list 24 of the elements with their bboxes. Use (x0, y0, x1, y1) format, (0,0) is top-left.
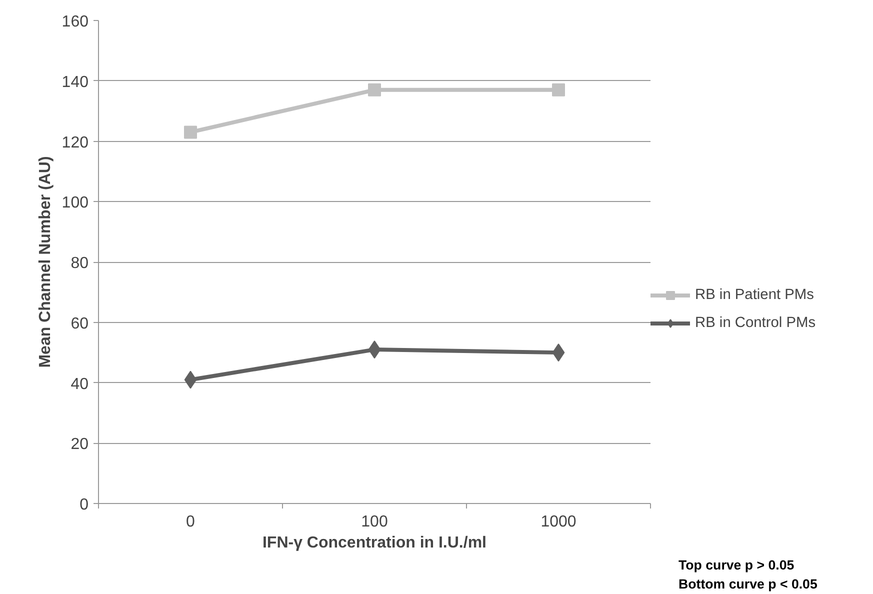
legend-label: RB in Patient PMs (695, 287, 814, 303)
point (184, 126, 197, 139)
text: Top curve p > 0.05 (678, 558, 795, 572)
y-tick-label: 160 (62, 14, 89, 30)
point (368, 83, 381, 96)
y-tick-label: 60 (70, 315, 89, 332)
point (184, 370, 197, 389)
point (368, 340, 381, 359)
y-tick-label: 40 (70, 376, 89, 393)
y-tick-label: 100 (62, 194, 89, 212)
point (552, 83, 565, 96)
y-tick-label: 20 (70, 436, 89, 454)
y-tick-label: 120 (62, 134, 89, 152)
text: Bottom curve p < 0.05 (678, 576, 818, 592)
point (552, 344, 565, 362)
y-tick-label: 80 (70, 255, 89, 272)
x-tick-label: 0 (186, 514, 196, 530)
x-tick-label: 1000 (540, 514, 576, 530)
x-tick-label: 100 (361, 514, 388, 530)
y-axis-title: Mean Channel Number (AU) (36, 156, 54, 368)
x-axis-title: IFN-γ Concentration in I.U./ml (262, 534, 487, 552)
y-tick-label: 140 (62, 74, 89, 91)
y-tick-label: 0 (80, 496, 89, 514)
legend-label: RB in Control PMs (695, 315, 816, 331)
